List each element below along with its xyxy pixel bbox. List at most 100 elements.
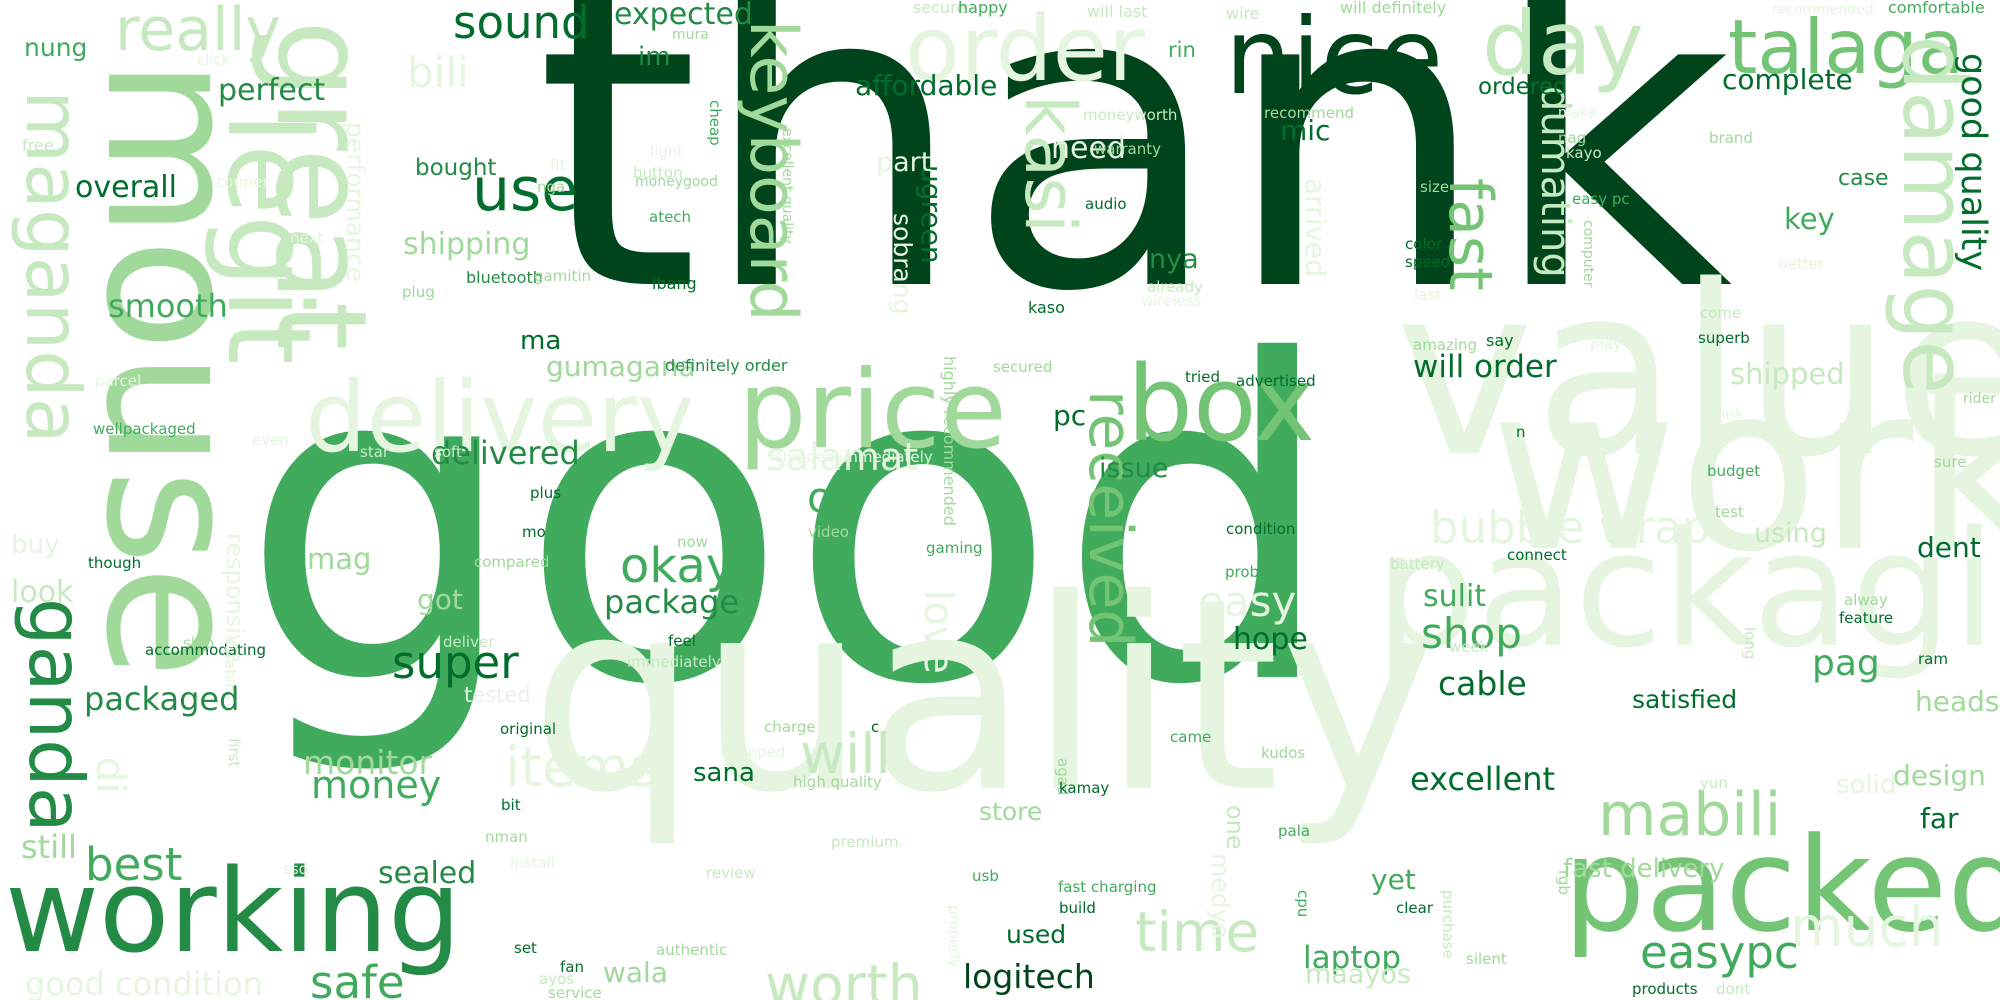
word-cloud-word: wireless — [1141, 292, 1202, 310]
word-cloud-word: love — [915, 590, 961, 674]
word-cloud-word: superb — [1698, 329, 1750, 347]
word-cloud-word: use — [472, 155, 579, 225]
word-cloud-word: atech — [649, 208, 692, 226]
word-cloud-word: solid — [1836, 770, 1897, 800]
word-cloud-word: good — [240, 269, 1337, 781]
word-cloud-word: excellent quality — [779, 128, 795, 244]
word-cloud-word: best — [85, 838, 183, 891]
word-cloud-word: much — [1790, 895, 1944, 959]
word-cloud-word: moneyworth — [1083, 106, 1178, 124]
word-cloud-word: bubble wrap — [1430, 501, 1711, 554]
word-cloud-word: value — [1395, 236, 2000, 509]
word-cloud-word: problem — [1225, 563, 1288, 581]
word-cloud-word: cheap — [706, 100, 724, 146]
word-cloud-word: make — [1558, 105, 1597, 121]
word-cloud-word: wellpackaged — [93, 420, 196, 438]
word-cloud-word: overall — [75, 170, 177, 205]
word-cloud-word: sealed — [378, 856, 477, 891]
word-cloud-word: mic — [1280, 114, 1331, 147]
word-cloud-word: sound — [453, 0, 590, 49]
word-cloud-word: speed — [1405, 253, 1451, 271]
word-cloud-word: nung — [24, 33, 88, 62]
word-cloud-word: long — [1741, 627, 1759, 660]
word-cloud-word: part — [876, 147, 932, 178]
word-cloud-word: sana — [693, 758, 755, 788]
word-cloud-word: easypc — [1640, 926, 1799, 979]
word-cloud-word: clear — [1396, 899, 1434, 917]
word-cloud-word: talaga — [1728, 3, 1964, 91]
word-cloud-word: tried — [1185, 368, 1220, 386]
word-cloud-word: comfortable — [1888, 0, 1985, 17]
word-cloud-word: okay — [620, 538, 735, 594]
word-cloud-word: rider — [1963, 391, 1996, 407]
word-cloud-word: warranty — [1094, 140, 1161, 158]
word-cloud-word: super — [392, 636, 519, 689]
word-cloud-word: ibang — [652, 274, 697, 293]
word-cloud-word: gamitin — [534, 267, 592, 285]
word-cloud-word: battery — [1390, 555, 1445, 573]
word-cloud-word: pc — [1053, 399, 1087, 432]
word-cloud-word: parcel — [95, 372, 142, 390]
word-cloud-word: price — [738, 348, 1007, 473]
word-cloud-word: monitor — [303, 743, 433, 782]
word-cloud-word: came — [1170, 728, 1212, 746]
word-cloud-word: already — [1147, 278, 1204, 296]
word-cloud-word: products — [1632, 980, 1698, 998]
word-cloud-word: look — [11, 575, 74, 610]
word-cloud-word: fit — [550, 156, 566, 174]
word-cloud-word: charge — [764, 718, 816, 736]
word-cloud-word: need — [1051, 131, 1126, 166]
word-cloud-word: dont — [1716, 980, 1751, 998]
word-cloud-word: brand — [1709, 129, 1753, 147]
word-cloud-word: wire — [1226, 4, 1260, 23]
word-cloud-word: bili — [407, 48, 469, 97]
word-cloud-word: far — [1920, 802, 1959, 835]
word-cloud-word: button — [633, 164, 683, 182]
word-cloud-word: ordered — [1478, 74, 1568, 100]
word-cloud-word: package — [604, 583, 740, 621]
word-cloud-word: perfect — [218, 73, 326, 108]
word-cloud-word: complete — [1722, 63, 1853, 96]
word-cloud-word: cpu — [1294, 890, 1312, 918]
word-cloud-word: come — [1700, 304, 1742, 322]
word-cloud-word: authentic — [656, 941, 728, 959]
word-cloud-word: secure — [913, 0, 967, 17]
word-cloud-word: got — [417, 583, 463, 616]
word-cloud-word: size — [1420, 178, 1450, 196]
word-cloud-word: light — [650, 143, 684, 161]
word-cloud-word: highly recommended — [940, 356, 959, 526]
word-cloud-word: shipped immediately — [775, 448, 933, 466]
word-cloud-word: maayos — [1305, 959, 1411, 990]
word-cloud-word: day — [1482, 0, 1644, 95]
word-cloud-word: will definitely — [1340, 0, 1447, 17]
word-cloud-word: easy — [1198, 577, 1297, 626]
word-cloud-word: ram — [1918, 650, 1948, 668]
word-cloud-word: install — [510, 854, 555, 872]
word-cloud-word: mag — [307, 542, 372, 576]
word-cloud-word: sobrang — [888, 213, 917, 315]
word-cloud-word: dent — [1917, 531, 1981, 564]
word-cloud-word: high quality — [793, 773, 882, 791]
word-cloud-word: yun — [1700, 774, 1728, 792]
word-cloud-word: usb — [972, 867, 999, 885]
word-cloud-word: smooth — [108, 287, 228, 325]
word-cloud-word: yet — [1371, 863, 1416, 896]
word-cloud-word: definitely order — [665, 356, 788, 375]
word-cloud-word: ganda — [12, 598, 100, 833]
word-cloud-word: happy — [958, 0, 1008, 17]
word-cloud-word: order — [905, 0, 1145, 102]
word-cloud-word: compared — [474, 553, 550, 571]
word-cloud-word: expected — [614, 0, 753, 32]
word-cloud-word: wala — [603, 956, 668, 989]
word-cloud-word: sulit — [1423, 579, 1487, 614]
word-cloud-word: condition — [1226, 520, 1296, 538]
word-cloud-word: safe — [310, 956, 405, 1000]
word-cloud-word: one — [1221, 805, 1249, 850]
word-cloud-word: better — [1778, 255, 1824, 273]
word-cloud-word: plus — [530, 484, 562, 502]
word-cloud-word: video — [808, 523, 849, 541]
word-cloud-word: kaso — [1028, 298, 1065, 317]
word-cloud-word: issue — [1099, 453, 1169, 484]
word-cloud-word: play — [1590, 335, 1622, 353]
